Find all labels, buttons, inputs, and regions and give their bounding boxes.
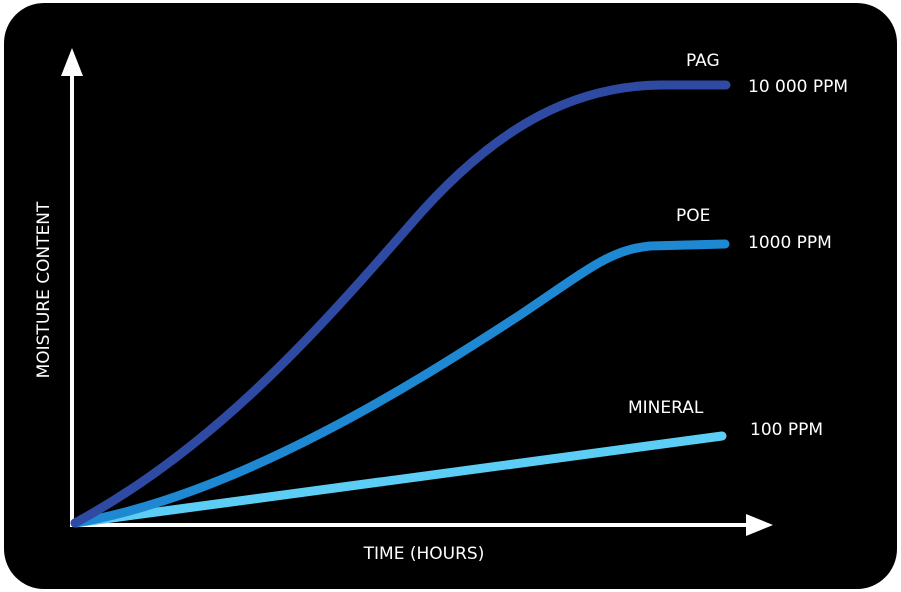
series-line-pag [70,80,731,528]
chart-background [4,3,897,589]
end-label-poe: 1000 PPM [748,233,832,253]
y-axis-title: MOISTURE CONTENT [34,201,54,378]
series-line-mineral [70,431,727,528]
series-lines [70,80,731,528]
series-label-mineral: MINERAL [628,398,704,418]
series-labels: PAG POE MINERAL [628,51,720,418]
y-axis-arrow [61,48,83,76]
axes [61,48,773,536]
end-label-pag: 10 000 PPM [748,77,848,97]
x-axis-title: TIME (HOURS) [363,544,485,564]
series-label-poe: POE [676,206,710,226]
series-label-pag: PAG [686,51,720,71]
end-value-labels: 10 000 PPM 1000 PPM 100 PPM [748,77,848,440]
end-label-mineral: 100 PPM [750,420,823,440]
series-line-poe [70,239,730,528]
x-axis-arrow [746,514,773,536]
